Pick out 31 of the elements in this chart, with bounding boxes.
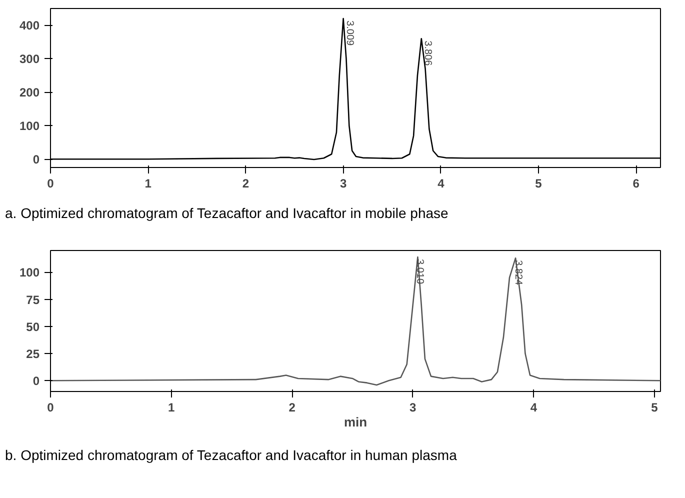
- x-tick-label: 2: [242, 176, 250, 190]
- y-tick-label: 300: [19, 52, 40, 66]
- x-axis-title: min: [344, 414, 368, 430]
- text: a. Optimized chromatogram of Tezacaftor and Ivacaftor in mobile phase: [5, 204, 448, 223]
- x-tick-label: 0: [47, 176, 54, 190]
- x-tick-label: 3: [410, 400, 417, 414]
- y-tick-label: 400: [19, 18, 40, 33]
- text: b. Optimized chromatogram of Tezacaftor and Ivacaftor in human plasma: [5, 446, 457, 465]
- x-tick-label: 4: [438, 176, 445, 190]
- x-tick-label: 6: [632, 176, 640, 190]
- x-tick-label: 1: [168, 400, 175, 414]
- y-tick-label: 0: [32, 152, 40, 167]
- y-tick-label: 75: [26, 292, 40, 307]
- annotation: 3.806: [422, 40, 433, 66]
- line-series: [50, 256, 660, 386]
- y-tick-label: 25: [26, 347, 40, 362]
- x-tick-label: 4: [530, 400, 538, 414]
- y-tick-label: 0: [32, 374, 40, 388]
- x-tick-label: 0: [47, 400, 54, 414]
- x-tick-label: 5: [535, 176, 542, 190]
- x-tick-label: 5: [651, 400, 658, 414]
- y-tick-label: 100: [19, 119, 40, 134]
- annotation: 3.009: [344, 20, 356, 46]
- x-tick-label: 3: [340, 176, 347, 190]
- annotation: 3.824: [512, 260, 524, 286]
- y-tick-label: 100: [19, 266, 40, 280]
- x-tick-label: 1: [144, 176, 152, 190]
- annotation: 3.010: [414, 259, 426, 284]
- y-tick-label: 50: [26, 320, 40, 334]
- x-tick-label: 2: [288, 400, 296, 414]
- y-tick-label: 200: [19, 86, 40, 100]
